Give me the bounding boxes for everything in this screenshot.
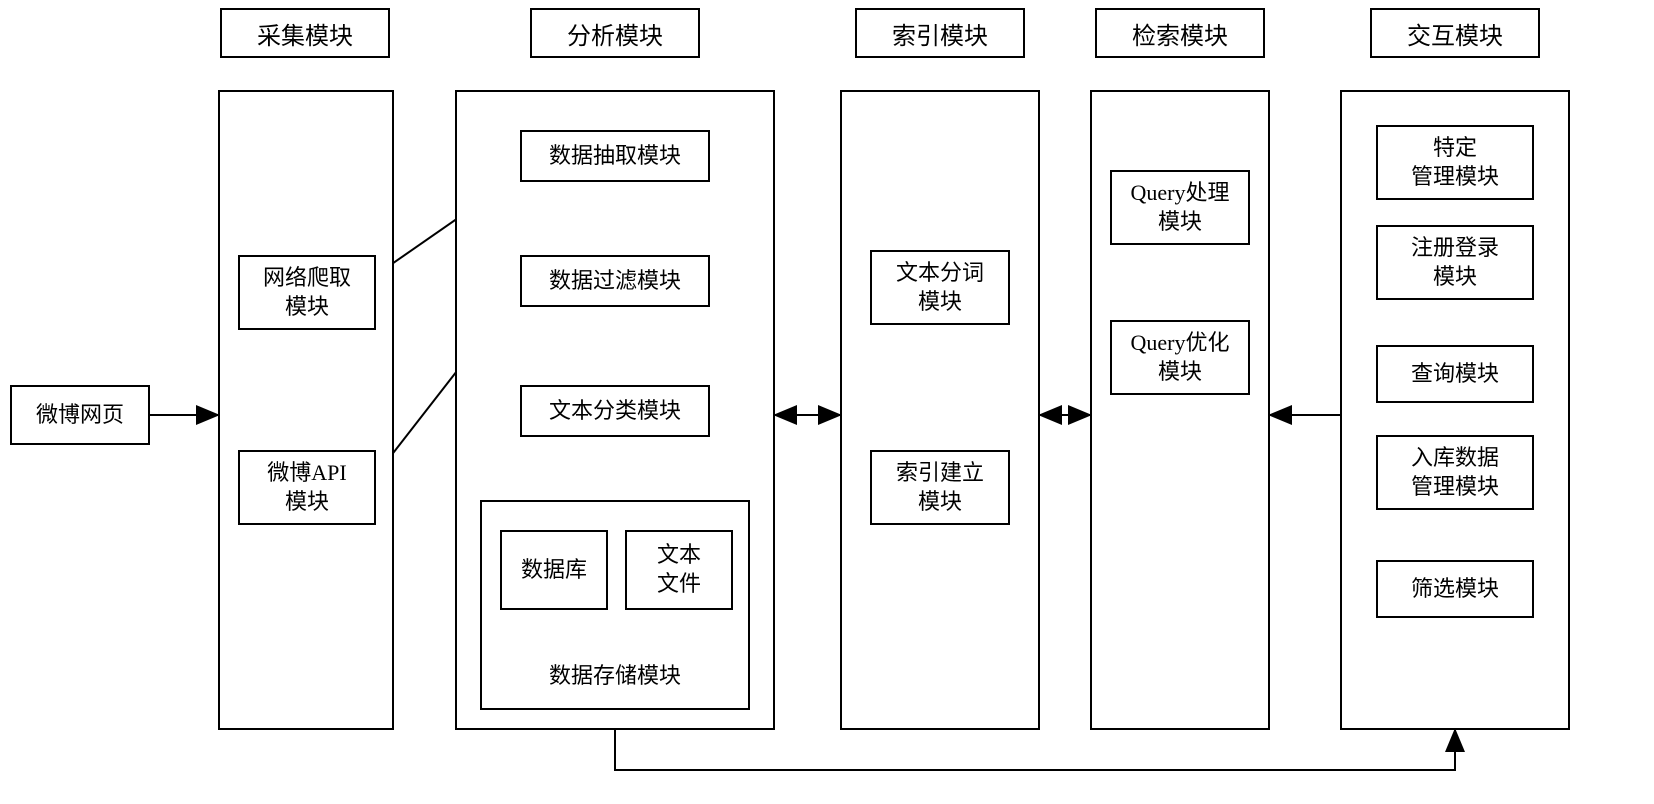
node-db: 数据库 <box>500 530 608 610</box>
node-extract: 数据抽取模块 <box>520 130 710 182</box>
header-h3: 索引模块 <box>855 8 1025 58</box>
header-h1: 采集模块 <box>220 8 390 58</box>
node-i3: 查询模块 <box>1376 345 1534 403</box>
header-h4: 检索模块 <box>1095 8 1265 58</box>
node-txt: 文本文件 <box>625 530 733 610</box>
arrow-a_stor_c5 <box>615 730 1455 770</box>
node-i2: 注册登录模块 <box>1376 225 1534 300</box>
node-i1: 特定管理模块 <box>1376 125 1534 200</box>
header-h5: 交互模块 <box>1370 8 1540 58</box>
header-h2: 分析模块 <box>530 8 700 58</box>
column-c1 <box>218 90 394 730</box>
node-i4: 入库数据管理模块 <box>1376 435 1534 510</box>
node-api: 微博API模块 <box>238 450 376 525</box>
node-qproc: Query处理模块 <box>1110 170 1250 245</box>
node-build: 索引建立模块 <box>870 450 1010 525</box>
column-c3 <box>840 90 1040 730</box>
source-node: 微博网页 <box>10 385 150 445</box>
storage-label: 数据存储模块 <box>482 658 748 690</box>
node-segment: 文本分词模块 <box>870 250 1010 325</box>
node-i5: 筛选模块 <box>1376 560 1534 618</box>
node-filter: 数据过滤模块 <box>520 255 710 307</box>
node-crawler: 网络爬取模块 <box>238 255 376 330</box>
node-classify: 文本分类模块 <box>520 385 710 437</box>
node-qopt: Query优化模块 <box>1110 320 1250 395</box>
